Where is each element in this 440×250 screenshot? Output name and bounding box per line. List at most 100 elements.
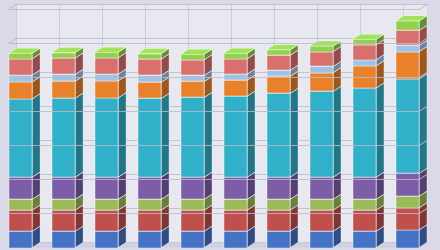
FancyBboxPatch shape: [310, 210, 333, 231]
Polygon shape: [181, 49, 212, 54]
FancyBboxPatch shape: [310, 231, 333, 248]
Polygon shape: [376, 205, 384, 231]
Polygon shape: [310, 194, 341, 199]
Polygon shape: [267, 65, 298, 70]
FancyBboxPatch shape: [310, 46, 333, 52]
Polygon shape: [9, 194, 40, 199]
Polygon shape: [247, 54, 255, 74]
Polygon shape: [33, 77, 40, 99]
FancyBboxPatch shape: [95, 177, 118, 199]
Polygon shape: [9, 54, 40, 59]
Polygon shape: [33, 172, 40, 199]
Polygon shape: [352, 40, 384, 45]
Polygon shape: [33, 194, 40, 210]
FancyBboxPatch shape: [267, 93, 290, 177]
FancyBboxPatch shape: [51, 210, 75, 231]
Polygon shape: [75, 69, 83, 81]
FancyBboxPatch shape: [181, 231, 204, 248]
Polygon shape: [333, 226, 341, 248]
FancyBboxPatch shape: [138, 75, 161, 82]
FancyBboxPatch shape: [9, 177, 33, 199]
FancyBboxPatch shape: [267, 70, 290, 76]
Polygon shape: [75, 172, 83, 199]
Polygon shape: [419, 40, 427, 52]
FancyBboxPatch shape: [396, 30, 419, 46]
Polygon shape: [204, 205, 212, 231]
Polygon shape: [204, 92, 212, 177]
Polygon shape: [247, 48, 255, 59]
Polygon shape: [224, 226, 255, 231]
Polygon shape: [9, 242, 427, 248]
Polygon shape: [247, 75, 255, 96]
FancyBboxPatch shape: [396, 230, 419, 248]
Polygon shape: [95, 205, 126, 210]
Polygon shape: [161, 93, 169, 177]
Polygon shape: [396, 46, 427, 52]
FancyBboxPatch shape: [352, 199, 376, 210]
Polygon shape: [95, 93, 126, 98]
Polygon shape: [396, 225, 427, 230]
FancyBboxPatch shape: [95, 74, 118, 81]
FancyBboxPatch shape: [138, 98, 161, 177]
Polygon shape: [224, 194, 255, 199]
Polygon shape: [181, 92, 212, 98]
Polygon shape: [352, 34, 384, 39]
Polygon shape: [396, 40, 427, 46]
FancyBboxPatch shape: [224, 210, 247, 231]
Polygon shape: [310, 41, 341, 46]
FancyBboxPatch shape: [181, 82, 204, 98]
Polygon shape: [376, 34, 384, 45]
Polygon shape: [290, 71, 298, 93]
FancyBboxPatch shape: [267, 50, 290, 55]
FancyBboxPatch shape: [267, 55, 290, 70]
Polygon shape: [376, 194, 384, 210]
Polygon shape: [224, 75, 255, 80]
Polygon shape: [310, 226, 341, 231]
FancyBboxPatch shape: [138, 82, 161, 98]
FancyBboxPatch shape: [9, 210, 33, 231]
Polygon shape: [204, 76, 212, 98]
Polygon shape: [9, 205, 40, 210]
Polygon shape: [161, 70, 169, 82]
FancyBboxPatch shape: [138, 177, 161, 199]
FancyBboxPatch shape: [95, 231, 118, 248]
Polygon shape: [138, 77, 169, 82]
FancyBboxPatch shape: [310, 177, 333, 199]
Polygon shape: [75, 76, 83, 98]
Polygon shape: [118, 194, 126, 210]
Polygon shape: [75, 194, 83, 210]
FancyBboxPatch shape: [9, 53, 33, 59]
Polygon shape: [290, 194, 298, 210]
Polygon shape: [181, 226, 212, 231]
Polygon shape: [161, 205, 169, 231]
FancyBboxPatch shape: [224, 199, 247, 210]
Polygon shape: [310, 86, 341, 91]
FancyBboxPatch shape: [352, 60, 376, 66]
FancyBboxPatch shape: [138, 59, 161, 75]
Polygon shape: [33, 226, 40, 248]
Polygon shape: [9, 70, 40, 75]
Polygon shape: [161, 54, 169, 75]
FancyBboxPatch shape: [352, 39, 376, 45]
Polygon shape: [51, 205, 83, 210]
Polygon shape: [290, 226, 298, 248]
Polygon shape: [51, 76, 83, 81]
FancyBboxPatch shape: [310, 52, 333, 66]
FancyBboxPatch shape: [9, 59, 33, 75]
Polygon shape: [95, 52, 126, 58]
Polygon shape: [95, 47, 126, 52]
FancyBboxPatch shape: [51, 58, 75, 74]
FancyBboxPatch shape: [9, 231, 33, 248]
Polygon shape: [75, 205, 83, 231]
FancyBboxPatch shape: [95, 210, 118, 231]
Polygon shape: [118, 226, 126, 248]
Polygon shape: [352, 194, 384, 199]
FancyBboxPatch shape: [181, 177, 204, 199]
Polygon shape: [118, 52, 126, 74]
Polygon shape: [95, 69, 126, 74]
Polygon shape: [204, 172, 212, 199]
Polygon shape: [396, 16, 427, 21]
Polygon shape: [247, 69, 255, 80]
Polygon shape: [419, 74, 427, 173]
Polygon shape: [419, 168, 427, 196]
